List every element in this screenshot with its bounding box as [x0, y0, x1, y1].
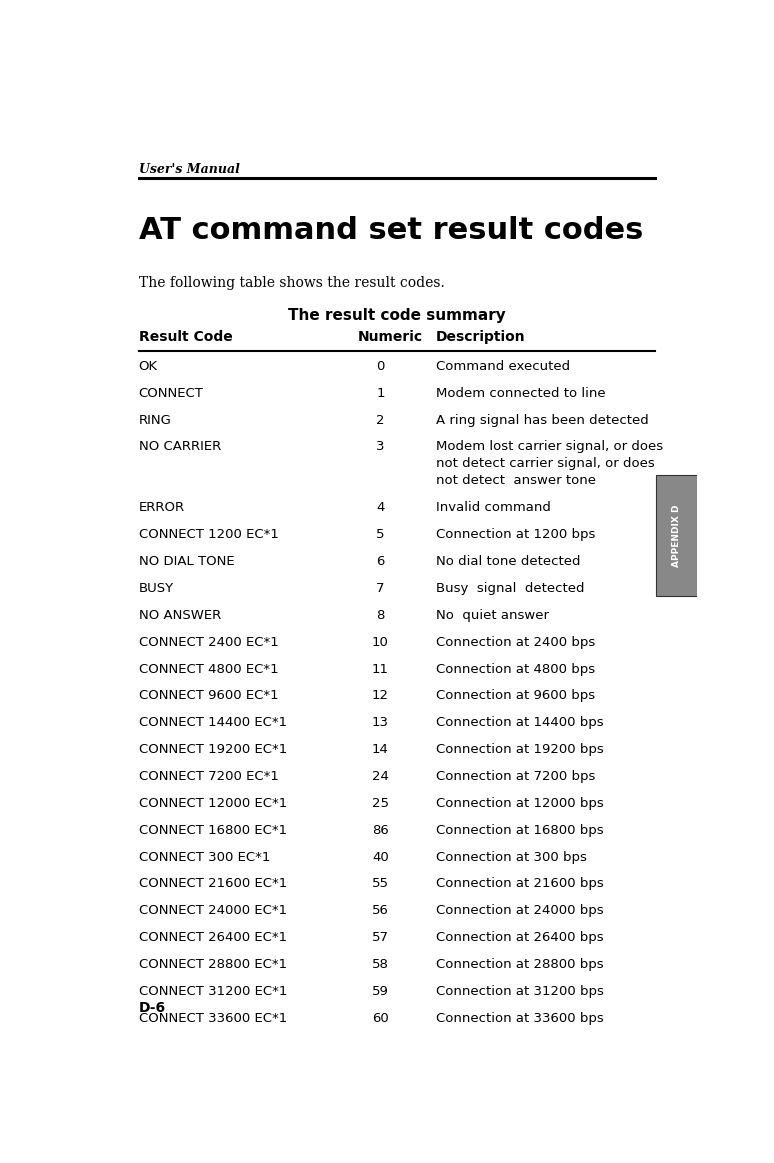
- Text: CONNECT 19200 EC*1: CONNECT 19200 EC*1: [139, 743, 287, 756]
- Text: APPENDIX D: APPENDIX D: [672, 505, 680, 568]
- Text: ERROR: ERROR: [139, 501, 185, 514]
- Text: 13: 13: [372, 716, 389, 729]
- Text: CONNECT 33600 EC*1: CONNECT 33600 EC*1: [139, 1012, 287, 1025]
- Text: Connection at 1200 bps: Connection at 1200 bps: [436, 528, 595, 541]
- Text: 11: 11: [372, 663, 389, 676]
- Text: CONNECT: CONNECT: [139, 387, 204, 400]
- Text: 60: 60: [372, 1012, 389, 1025]
- Text: CONNECT 300 EC*1: CONNECT 300 EC*1: [139, 850, 270, 864]
- Text: Connection at 14400 bps: Connection at 14400 bps: [436, 716, 603, 729]
- Text: CONNECT 1200 EC*1: CONNECT 1200 EC*1: [139, 528, 279, 541]
- Text: Connection at 33600 bps: Connection at 33600 bps: [436, 1012, 604, 1025]
- Text: 2: 2: [376, 414, 385, 427]
- Text: Connection at 31200 bps: Connection at 31200 bps: [436, 985, 604, 998]
- Text: 7: 7: [376, 582, 385, 595]
- Text: 6: 6: [376, 555, 385, 568]
- Text: CONNECT 4800 EC*1: CONNECT 4800 EC*1: [139, 663, 279, 676]
- Text: No dial tone detected: No dial tone detected: [436, 555, 580, 568]
- Text: Connection at 21600 bps: Connection at 21600 bps: [436, 877, 604, 891]
- Text: D-6: D-6: [139, 1001, 166, 1015]
- Text: Connection at 9600 bps: Connection at 9600 bps: [436, 690, 594, 702]
- Text: Connection at 24000 bps: Connection at 24000 bps: [436, 905, 603, 918]
- Text: User's Manual: User's Manual: [139, 163, 240, 176]
- Text: Modem lost carrier signal, or does
not detect carrier signal, or does
not detect: Modem lost carrier signal, or does not d…: [436, 441, 663, 487]
- Text: 1: 1: [376, 387, 385, 400]
- Text: 40: 40: [372, 850, 389, 864]
- Text: 25: 25: [372, 797, 389, 809]
- Text: CONNECT 7200 EC*1: CONNECT 7200 EC*1: [139, 770, 279, 783]
- Text: NO CARRIER: NO CARRIER: [139, 441, 221, 454]
- Text: 57: 57: [372, 932, 389, 944]
- Text: Connection at 26400 bps: Connection at 26400 bps: [436, 932, 603, 944]
- Text: 8: 8: [376, 608, 385, 622]
- Text: Connection at 12000 bps: Connection at 12000 bps: [436, 797, 604, 809]
- Text: CONNECT 21600 EC*1: CONNECT 21600 EC*1: [139, 877, 287, 891]
- Text: BUSY: BUSY: [139, 582, 174, 595]
- Text: CONNECT 14400 EC*1: CONNECT 14400 EC*1: [139, 716, 287, 729]
- Text: 0: 0: [376, 359, 385, 373]
- Text: 5: 5: [376, 528, 385, 541]
- Text: CONNECT 12000 EC*1: CONNECT 12000 EC*1: [139, 797, 287, 809]
- Text: 59: 59: [372, 985, 389, 998]
- Text: Numeric: Numeric: [358, 330, 423, 344]
- Text: Connection at 19200 bps: Connection at 19200 bps: [436, 743, 604, 756]
- Text: CONNECT 16800 EC*1: CONNECT 16800 EC*1: [139, 823, 287, 836]
- Text: CONNECT 31200 EC*1: CONNECT 31200 EC*1: [139, 985, 287, 998]
- Text: Connection at 16800 bps: Connection at 16800 bps: [436, 823, 603, 836]
- Text: 58: 58: [372, 958, 389, 971]
- Text: CONNECT 28800 EC*1: CONNECT 28800 EC*1: [139, 958, 287, 971]
- Text: Connection at 4800 bps: Connection at 4800 bps: [436, 663, 594, 676]
- Text: CONNECT 26400 EC*1: CONNECT 26400 EC*1: [139, 932, 287, 944]
- Text: 56: 56: [372, 905, 389, 918]
- Text: No  quiet answer: No quiet answer: [436, 608, 549, 622]
- Text: RING: RING: [139, 414, 172, 427]
- Text: A ring signal has been detected: A ring signal has been detected: [436, 414, 649, 427]
- Text: OK: OK: [139, 359, 158, 373]
- FancyBboxPatch shape: [656, 476, 697, 597]
- Text: 4: 4: [376, 501, 385, 514]
- Text: Result Code: Result Code: [139, 330, 232, 344]
- Text: 12: 12: [372, 690, 389, 702]
- Text: CONNECT 2400 EC*1: CONNECT 2400 EC*1: [139, 636, 279, 649]
- Text: AT command set result codes: AT command set result codes: [139, 215, 643, 244]
- Text: Connection at 28800 bps: Connection at 28800 bps: [436, 958, 603, 971]
- Text: The following table shows the result codes.: The following table shows the result cod…: [139, 276, 444, 290]
- Text: 3: 3: [376, 441, 385, 454]
- Text: Invalid command: Invalid command: [436, 501, 550, 514]
- Text: 55: 55: [372, 877, 389, 891]
- Text: The result code summary: The result code summary: [288, 308, 505, 323]
- Text: Connection at 2400 bps: Connection at 2400 bps: [436, 636, 595, 649]
- Text: CONNECT 9600 EC*1: CONNECT 9600 EC*1: [139, 690, 279, 702]
- Text: Modem connected to line: Modem connected to line: [436, 387, 605, 400]
- Text: Busy  signal  detected: Busy signal detected: [436, 582, 584, 595]
- Text: Description: Description: [436, 330, 526, 344]
- Text: Connection at 7200 bps: Connection at 7200 bps: [436, 770, 595, 783]
- Text: 10: 10: [372, 636, 389, 649]
- Text: Command executed: Command executed: [436, 359, 570, 373]
- Text: 86: 86: [372, 823, 389, 836]
- Text: CONNECT 24000 EC*1: CONNECT 24000 EC*1: [139, 905, 287, 918]
- Text: NO ANSWER: NO ANSWER: [139, 608, 221, 622]
- Text: 14: 14: [372, 743, 389, 756]
- Text: Connection at 300 bps: Connection at 300 bps: [436, 850, 587, 864]
- Text: NO DIAL TONE: NO DIAL TONE: [139, 555, 235, 568]
- Text: 24: 24: [372, 770, 389, 783]
